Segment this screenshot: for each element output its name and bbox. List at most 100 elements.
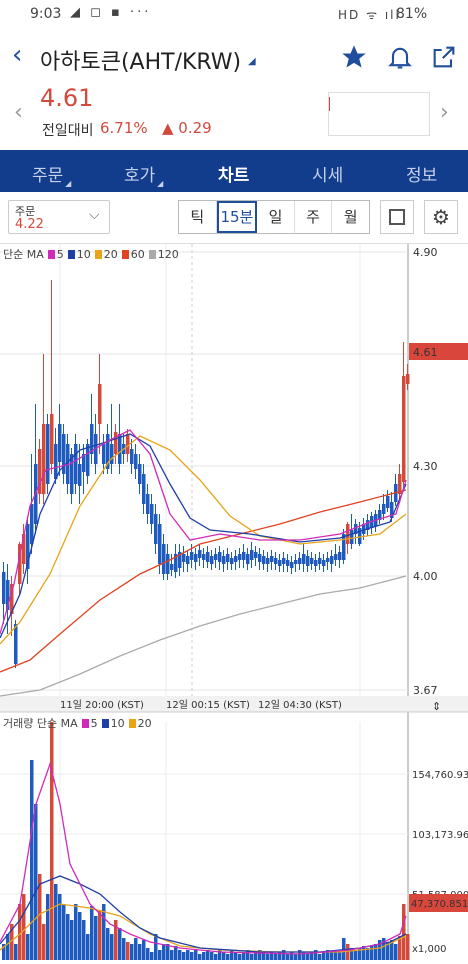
candle-body <box>138 464 142 484</box>
candle-body <box>182 554 186 562</box>
volume-bar <box>190 952 194 960</box>
candle-body <box>278 560 282 566</box>
volume-bar <box>330 952 334 960</box>
volume-bar <box>94 916 98 960</box>
candlestick-chart[interactable]: 4.90 4.30 4.00 3.67 4.61 11일 20:00 (KST) 12일 0… <box>0 244 468 960</box>
period-week-button[interactable]: 주 <box>295 201 333 233</box>
fullscreen-button[interactable] <box>380 200 414 234</box>
order-value: 4.22 <box>15 217 44 232</box>
back-icon[interactable]: ‹ <box>12 40 23 70</box>
volume-bar <box>282 950 286 960</box>
price-axis-label: 4.30 <box>413 460 438 473</box>
candle-body <box>38 449 42 494</box>
volume-bar <box>262 952 266 960</box>
volume-bar <box>266 954 270 960</box>
price-axis-label: 3.67 <box>413 684 438 697</box>
period-day-button[interactable]: 일 <box>257 201 295 233</box>
volume-bar <box>402 904 406 960</box>
candle-body <box>386 496 390 508</box>
ma10-line <box>0 433 407 639</box>
caret-down-icon[interactable]: ◢ <box>248 56 256 67</box>
volume-bar <box>14 944 18 960</box>
price-axis-label: 4.90 <box>413 246 438 259</box>
tab-market[interactable]: 시세 <box>312 166 344 186</box>
candle-body <box>318 558 322 564</box>
candle-body <box>186 556 190 564</box>
price-summary: ‹ 4.61 전일대비 6.71% ▲ 0.29 › <box>0 84 468 148</box>
period-tick-button[interactable]: 틱 <box>179 201 217 233</box>
tab-chart[interactable]: 차트 <box>218 166 250 186</box>
prev-coin-icon[interactable]: ‹ <box>14 100 23 125</box>
bell-icon[interactable] <box>386 42 414 72</box>
candle-body <box>10 584 14 614</box>
candle-body <box>238 554 242 560</box>
volume-bar <box>374 944 378 960</box>
candle-body <box>358 528 362 544</box>
legend-swatch <box>67 250 75 259</box>
candle-body <box>162 544 166 574</box>
gear-icon: ⚙ <box>432 205 450 229</box>
volume-bar <box>126 942 130 960</box>
volume-bar <box>214 954 218 960</box>
volume-bar <box>42 924 46 960</box>
volume-bar <box>106 928 110 960</box>
tab-info[interactable]: 정보 <box>406 166 438 186</box>
next-coin-icon[interactable]: › <box>440 100 449 125</box>
candle-body <box>14 624 18 664</box>
candle-body <box>294 560 298 564</box>
star-icon[interactable] <box>340 42 368 72</box>
volume-bar <box>318 954 322 960</box>
volume-bar <box>386 942 390 960</box>
volume-bar <box>162 944 166 960</box>
candle-body <box>58 424 62 462</box>
tab-orderbook[interactable]: 호가 ◢ <box>124 166 164 188</box>
vol-ma10-line <box>0 875 407 953</box>
tab-order[interactable]: 주문 ◢ <box>32 166 72 188</box>
volume-bar <box>194 950 198 960</box>
candle-body <box>114 432 118 454</box>
change-amount: ▲ 0.29 <box>162 119 212 137</box>
candle-body <box>226 554 230 562</box>
chart-area[interactable]: 4.90 4.30 4.00 3.67 4.61 11일 20:00 (KST) 12일 0… <box>0 244 468 960</box>
volume-bar <box>294 954 298 960</box>
order-price-select[interactable]: 주문 4.22 ⌵ <box>8 200 110 234</box>
system-icons: HD ᯤ ıll <box>338 8 401 22</box>
volume-bar <box>102 904 106 960</box>
legend-swatch <box>47 250 55 259</box>
volume-bar <box>298 950 302 960</box>
candle-body <box>190 552 194 560</box>
ma5-line <box>0 429 407 635</box>
legend-label: 5 <box>56 248 64 261</box>
volume-bar <box>254 952 258 960</box>
candle-body <box>362 524 366 534</box>
candle-body <box>102 444 106 464</box>
volume-bar <box>362 946 366 960</box>
candle-body <box>406 374 410 384</box>
candle-body <box>330 556 334 564</box>
candle-body <box>130 449 134 464</box>
volume-bar <box>334 950 338 960</box>
volume-bar <box>50 722 54 960</box>
share-icon[interactable] <box>430 42 458 72</box>
volume-bar <box>134 938 138 960</box>
order-label: 주문 <box>15 205 36 218</box>
page-title[interactable]: 아하토큰(AHT/KRW) <box>40 50 242 75</box>
settings-button[interactable]: ⚙ <box>424 200 458 234</box>
period-month-button[interactable]: 월 <box>343 208 358 226</box>
candle-body <box>338 552 342 560</box>
candle-body <box>158 524 162 564</box>
candle-body <box>350 530 354 544</box>
volume-bar <box>174 946 178 960</box>
candle-body <box>70 454 74 494</box>
volume-bar <box>154 934 158 960</box>
candle-body <box>354 524 358 534</box>
candle-body <box>202 554 206 560</box>
candle-body <box>6 580 10 610</box>
period-15min-button[interactable]: 15분 <box>216 201 258 233</box>
candle-body <box>398 474 402 494</box>
candle-body <box>154 514 158 544</box>
volume-bar <box>66 914 70 960</box>
square-icon <box>389 209 405 225</box>
volume-bar <box>314 950 318 960</box>
candle-body <box>174 554 178 572</box>
